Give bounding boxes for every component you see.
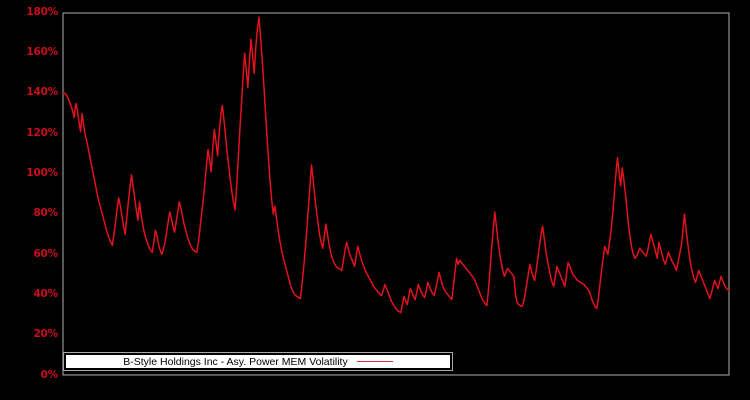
plot-frame — [62, 12, 730, 376]
ytick-label-120: 120% — [26, 127, 58, 139]
volatility-series-line — [62, 16, 730, 314]
ytick-label-100: 100% — [26, 167, 58, 179]
ytick-label-160: 160% — [26, 46, 58, 58]
legend[interactable]: B-Style Holdings Inc - Asy. Power MEM Vo… — [66, 355, 450, 368]
ytick-label-80: 80% — [33, 207, 58, 219]
legend-line-sample — [356, 361, 393, 362]
ytick-label-140: 140% — [26, 86, 58, 98]
ytick-label-20: 20% — [33, 328, 58, 340]
ytick-label-40: 40% — [33, 288, 58, 300]
ytick-label-60: 60% — [33, 248, 58, 260]
ytick-label-180: 180% — [26, 6, 58, 18]
legend-frame — [63, 352, 453, 371]
ytick-label-0: 0% — [40, 369, 59, 381]
legend-label: B-Style Holdings Inc - Asy. Power MEM Vo… — [123, 355, 348, 368]
